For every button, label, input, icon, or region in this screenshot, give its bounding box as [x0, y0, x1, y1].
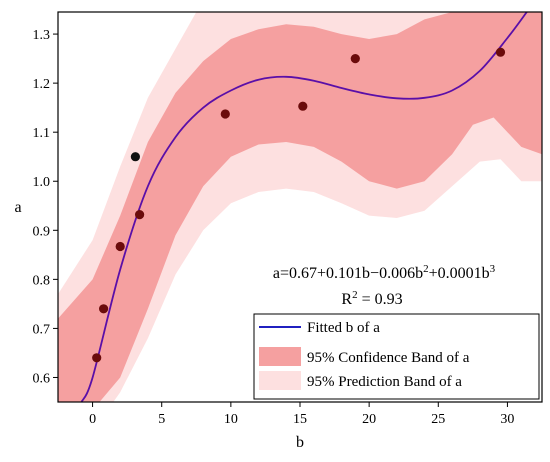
- legend: Fitted b of a 95% Confidence Band of a 9…: [253, 313, 540, 400]
- data-point-8: [350, 54, 360, 64]
- x-axis-title: b: [296, 434, 304, 451]
- y-tick-label: 1.1: [33, 126, 51, 141]
- y-tick-label: 0.7: [33, 322, 51, 337]
- legend-label-prediction: 95% Prediction Band of a: [307, 374, 462, 390]
- svg-text:a=0.67+0.101b−0.006b2+0.0001b3: a=0.67+0.101b−0.006b2+0.0001b3: [273, 263, 496, 282]
- data-point-1: [92, 353, 102, 363]
- x-tick-label: 25: [431, 412, 445, 427]
- y-axis: 0.6 0.7 0.8 0.9 1.0 1.1 1.2 1.3: [33, 28, 58, 386]
- r2-prefix: R: [341, 291, 352, 308]
- data-point-9: [495, 47, 506, 57]
- data-point-7: [298, 101, 308, 111]
- equation-part-1: a=0.67+0.101b−0.006b: [273, 265, 423, 282]
- x-tick-label: 15: [293, 412, 307, 427]
- confidence-band: [58, 12, 542, 402]
- x-tick-label: 10: [224, 412, 238, 427]
- x-tick-label: 20: [362, 412, 376, 427]
- equation-exp-1: 2: [423, 263, 429, 275]
- data-point-2: [99, 304, 109, 314]
- x-tick-label: 0: [89, 412, 96, 427]
- legend-box: [253, 313, 540, 400]
- y-tick-label: 0.6: [33, 371, 51, 386]
- plot-area: [58, 12, 542, 402]
- data-points: [92, 47, 506, 363]
- equation-exp-2: 3: [490, 263, 496, 275]
- fit-equation: a=0.67+0.101b−0.006b2+0.0001b3 R2 = 0.93: [273, 263, 496, 308]
- r2-exp: 2: [352, 289, 358, 301]
- y-tick-label: 0.8: [33, 273, 51, 288]
- data-point-6: [220, 109, 230, 119]
- data-point-5: [135, 210, 145, 220]
- legend-label-confidence: 95% Confidence Band of a: [307, 350, 470, 366]
- r2-value: = 0.93: [358, 291, 403, 308]
- data-point-3: [115, 241, 125, 252]
- x-tick-label: 30: [500, 412, 514, 427]
- y-tick-label: 0.9: [33, 224, 51, 239]
- fit-line: [80, 12, 528, 402]
- legend-swatch-confidence: [259, 347, 301, 366]
- x-tick-label: 5: [158, 412, 165, 427]
- y-tick-label: 1.2: [33, 77, 51, 92]
- equation-part-2: +0.0001b: [429, 265, 490, 282]
- y-axis-title: a: [14, 199, 21, 216]
- svg-text:R2 = 0.93: R2 = 0.93: [341, 289, 402, 308]
- legend-swatch-prediction: [259, 371, 301, 390]
- legend-label-fit: Fitted b of a: [307, 320, 380, 336]
- y-tick-label: 1.3: [33, 28, 51, 43]
- y-tick-label: 1.0: [33, 175, 51, 190]
- x-axis: 0 5 10 15 20 25 30: [89, 402, 514, 427]
- data-point-4: [130, 152, 140, 162]
